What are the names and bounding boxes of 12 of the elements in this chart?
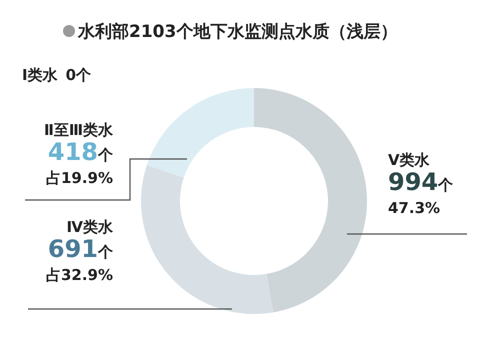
text: 0个 <box>66 66 92 84</box>
data-label: 418个占19.9% <box>46 138 114 187</box>
slice-label: Ⅱ至Ⅲ类水 <box>44 121 114 139</box>
donut-slice <box>141 165 274 314</box>
slice-label: Ⅳ类水 <box>66 218 114 236</box>
donut-slice <box>254 88 367 312</box>
donut-slice <box>146 88 254 178</box>
data-label: 691个占32.9% <box>46 235 114 284</box>
category-label: Ⅰ类水 <box>22 66 58 84</box>
data-label: 994个47.3% <box>388 168 454 217</box>
slice-label: Ⅴ类水 <box>388 151 431 169</box>
chart-title: 水利部2103个地下水监测点水质（浅层） <box>77 22 398 42</box>
